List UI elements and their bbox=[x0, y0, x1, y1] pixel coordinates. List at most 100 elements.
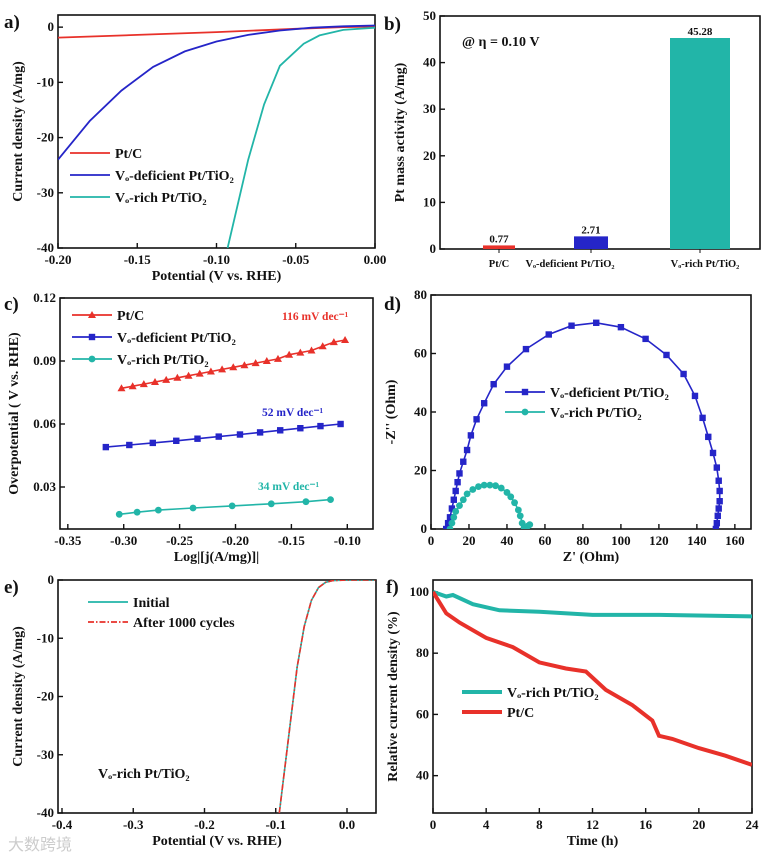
y-tick-label: 0.03 bbox=[33, 479, 56, 494]
x-tick-label: 120 bbox=[649, 533, 669, 548]
data-point bbox=[715, 477, 722, 484]
y-tick-label: -20 bbox=[37, 130, 54, 145]
x-tick-label: 0.00 bbox=[364, 252, 387, 267]
data-point bbox=[716, 498, 723, 505]
x-tick-label: -0.35 bbox=[54, 533, 82, 548]
category-label: Pt/C bbox=[489, 259, 509, 270]
bar-value-label: 45.28 bbox=[688, 26, 713, 38]
y-tick-label: 0 bbox=[48, 19, 55, 34]
panel-label: b) bbox=[384, 14, 401, 35]
data-point bbox=[503, 363, 511, 370]
data-point bbox=[318, 342, 327, 350]
legend-item: Vₒ-rich Pt/TiO₂ bbox=[462, 686, 599, 701]
y-axis-label: Relative current density (%) bbox=[386, 611, 401, 782]
data-point bbox=[713, 464, 721, 471]
data-point bbox=[327, 496, 334, 503]
data-point bbox=[526, 521, 534, 529]
y-tick-label: 60 bbox=[416, 706, 429, 721]
y-tick-label: 40 bbox=[414, 404, 427, 419]
x-tick-label: -0.30 bbox=[110, 533, 137, 548]
data-point bbox=[522, 345, 530, 353]
x-tick-label: -0.2 bbox=[194, 817, 215, 832]
bar bbox=[670, 37, 730, 249]
y-tick-label: -20 bbox=[37, 689, 54, 704]
legend-label: Pt/C bbox=[507, 706, 534, 721]
slope-annotation: 34 mV dec⁻¹ bbox=[258, 481, 319, 493]
x-axis-label: Potential (V vs. RHE) bbox=[152, 269, 282, 284]
panel-d: d) 0 20 40 60 80 -Z'' (Ohm) 0 20 40 60 80 100 120 140 1… bbox=[384, 287, 752, 565]
series-v-deficient-pt-tio- bbox=[102, 420, 344, 451]
y-tick-label: 20 bbox=[423, 148, 436, 163]
data-point bbox=[215, 433, 222, 440]
x-tick-label: -0.05 bbox=[282, 252, 310, 267]
x-tick-label: -0.4 bbox=[52, 817, 73, 832]
legend-label: Vₒ-deficient Pt/TiO₂ bbox=[117, 331, 236, 346]
x-tick-label: 60 bbox=[538, 533, 551, 548]
y-axis-label: Current density (A/mg) bbox=[11, 626, 26, 767]
data-point bbox=[617, 323, 625, 331]
series-v-rich-pt-tio- bbox=[446, 481, 534, 529]
series-line bbox=[433, 590, 752, 619]
x-tick-label: 20 bbox=[462, 533, 475, 548]
y-tick-label: 80 bbox=[416, 645, 429, 660]
x-tick-label: -0.10 bbox=[334, 533, 361, 548]
data-point bbox=[154, 506, 162, 514]
data-point bbox=[184, 371, 193, 379]
data-point bbox=[262, 357, 271, 364]
data-point bbox=[463, 446, 471, 454]
data-point bbox=[699, 414, 706, 422]
data-point bbox=[173, 373, 182, 381]
data-point bbox=[194, 435, 201, 442]
series-line bbox=[278, 580, 376, 813]
data-point bbox=[480, 481, 488, 489]
legend-label: Vₒ-deficient Pt/TiO₂ bbox=[115, 169, 234, 184]
data-point bbox=[329, 338, 338, 346]
data-point bbox=[133, 508, 141, 516]
legend-item: Vₒ-rich Pt/TiO₂ bbox=[70, 191, 207, 206]
legend-label: Vₒ-deficient Pt/TiO₂ bbox=[550, 386, 669, 401]
legend-label: Vₒ-rich Pt/TiO₂ bbox=[550, 406, 642, 421]
data-point bbox=[173, 437, 180, 444]
panel-label: a) bbox=[4, 12, 20, 33]
y-tick-label: 0.06 bbox=[33, 416, 56, 431]
legend-item: Vₒ-deficient Pt/TiO₂ bbox=[505, 386, 669, 401]
y-tick-label: -40 bbox=[37, 240, 54, 255]
x-tick-label: -0.3 bbox=[123, 817, 144, 832]
data-point bbox=[642, 335, 649, 343]
data-point bbox=[490, 381, 497, 388]
data-point bbox=[713, 519, 721, 527]
y-tick-label: 10 bbox=[423, 194, 436, 209]
legend-item: After 1000 cycles bbox=[88, 616, 235, 631]
x-tick-label: 140 bbox=[687, 533, 707, 548]
plot-frame bbox=[59, 297, 374, 530]
data-point bbox=[256, 429, 264, 436]
data-point bbox=[444, 519, 452, 527]
data-point bbox=[480, 400, 488, 407]
x-tick-label: 12 bbox=[586, 817, 599, 832]
y-tick-label: 30 bbox=[423, 101, 436, 116]
data-point bbox=[218, 365, 227, 373]
legend-item: Pt/C bbox=[462, 706, 534, 721]
data-point bbox=[712, 525, 720, 529]
annotation: @ η = 0.10 V bbox=[462, 35, 540, 50]
data-point bbox=[463, 490, 471, 498]
data-point bbox=[454, 479, 461, 486]
data-point bbox=[139, 380, 148, 388]
data-point bbox=[88, 311, 96, 318]
data-point bbox=[448, 519, 456, 527]
y-axis-label: Overpotential ( V vs. RHE) bbox=[7, 332, 22, 495]
data-point bbox=[521, 388, 529, 396]
data-point bbox=[149, 439, 156, 447]
data-point bbox=[503, 489, 511, 496]
data-point bbox=[511, 499, 518, 507]
data-point bbox=[251, 359, 260, 367]
data-point bbox=[516, 512, 524, 520]
x-tick-label: 24 bbox=[746, 817, 760, 832]
legend-item: Pt/C bbox=[70, 147, 142, 162]
x-axis-label: Time (h) bbox=[567, 834, 619, 849]
data-point bbox=[593, 319, 600, 326]
data-point bbox=[492, 482, 499, 490]
series-v-rich-pt-tio- bbox=[115, 496, 334, 518]
panel-label: d) bbox=[384, 294, 401, 315]
